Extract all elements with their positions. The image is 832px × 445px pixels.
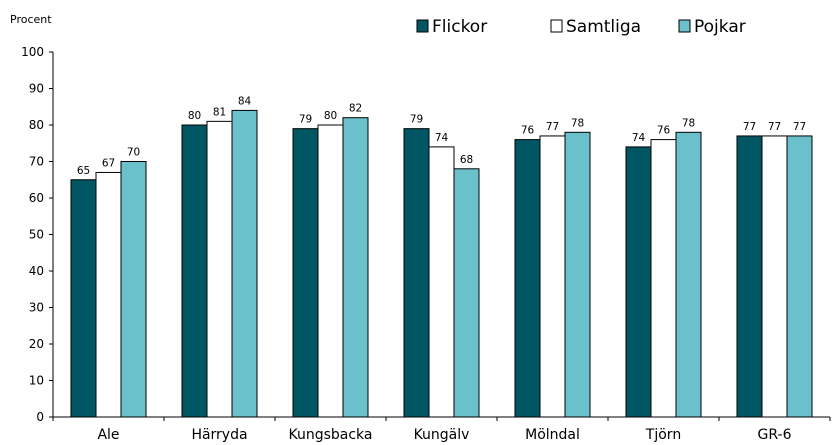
bar-pojkar [231,109,258,418]
y-tick-label: 20 [29,337,44,351]
x-axis: Ale Härryda Kungsbacka Kungälv Mölndal Tjörn G… [52,416,831,443]
bar-flickor [625,146,652,418]
y-axis-label: Procent [10,13,52,26]
data-label: 77 [793,121,806,133]
bar-pojkar [453,168,480,418]
legend-swatch-pojkar [678,19,691,33]
data-label: 76 [521,125,535,137]
bar-pojkar [675,131,702,418]
y-tick-label: 70 [29,155,44,169]
y-tick-label: 30 [29,301,44,315]
data-label: 79 [299,114,312,126]
y-tick-label: 80 [29,118,44,132]
bar-flickor [736,135,763,418]
data-label: 70 [127,147,140,159]
bars [70,109,813,418]
y-tick-label: 40 [29,264,44,278]
bar-samtliga [650,139,677,418]
bar-flickor [292,128,319,418]
data-label: 74 [435,132,449,144]
bar-flickor [70,179,97,418]
bar-samtliga [95,171,122,418]
y-tick-label: 100 [21,45,44,59]
bar-flickor [181,124,208,418]
legend: Flickor Samtliga Pojkar [416,17,746,37]
x-tick-label: Kungälv [414,427,470,443]
x-tick-label: GR-6 [758,427,792,443]
x-tick-label: Ale [97,427,119,443]
legend-swatch-flickor [416,19,429,33]
y-tick-label: 90 [29,82,44,96]
data-label: 84 [238,95,252,107]
data-label: 79 [410,114,423,126]
data-labels: 65 67 70 80 81 84 79 80 82 79 74 68 76 77 78 74 76 78 77 77… [77,95,806,176]
data-label: 77 [546,121,559,133]
y-tick-label: 60 [29,191,44,205]
bar-flickor [403,128,430,418]
y-tick-label: 10 [29,374,44,388]
bar-samtliga [761,135,788,418]
data-label: 74 [632,132,646,144]
x-tick-label: Kungsbacka [288,427,372,443]
data-label: 80 [188,110,201,122]
bar-samtliga [206,120,233,418]
x-tick-label: Mölndal [525,427,580,443]
bar-pojkar [786,135,813,418]
data-label: 78 [682,117,695,129]
data-label: 76 [657,125,671,137]
legend-label: Pojkar [694,17,746,37]
bar-samtliga [539,135,566,418]
data-label: 67 [102,157,115,169]
bar-pojkar [564,131,591,418]
data-label: 80 [324,110,337,122]
x-tick-label: Tjörn [645,427,681,443]
bar-pojkar [120,161,147,418]
bar-pojkar [342,117,369,418]
legend-label: Samtliga [566,17,641,37]
data-label: 65 [77,165,90,177]
bar-samtliga [428,146,455,418]
y-axis: 0 10 20 30 40 50 60 70 80 90 100 [21,45,54,424]
bar-samtliga [317,124,344,418]
data-label: 77 [768,121,781,133]
data-label: 77 [743,121,756,133]
data-label: 81 [213,106,226,118]
y-tick-label: 0 [36,410,44,424]
y-tick-label: 50 [29,228,44,242]
data-label: 78 [571,117,584,129]
data-label: 68 [460,154,473,166]
legend-label: Flickor [432,17,487,37]
x-tick-label: Härryda [191,427,247,443]
legend-swatch-samtliga [550,19,563,33]
data-label: 82 [349,103,362,115]
bar-flickor [514,139,541,418]
